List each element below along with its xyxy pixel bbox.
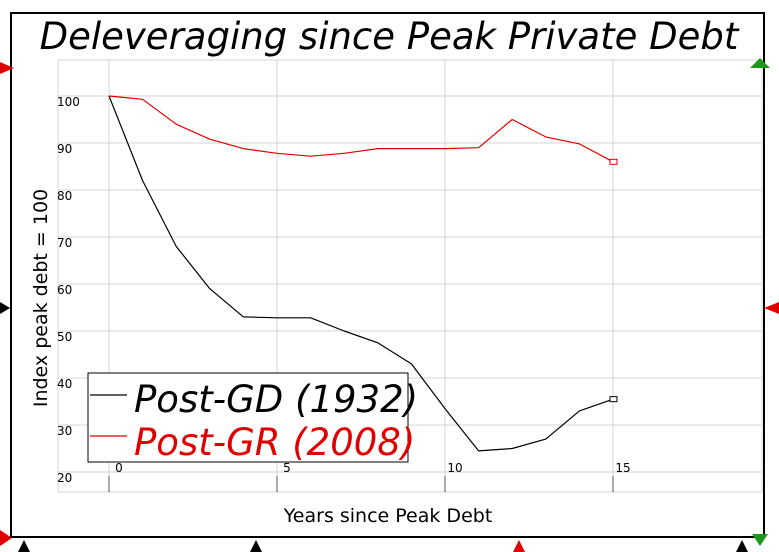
marker-left-mid	[0, 302, 10, 314]
tick-labels: 20 30 40 50 60 70 80 90 100 0 5 10 15	[57, 95, 631, 492]
legend-label-gd: Post-GD (1932)	[134, 378, 418, 421]
y-tick-label: 60	[57, 283, 72, 297]
y-tick-label: 100	[57, 95, 80, 109]
legend-box	[87, 372, 409, 463]
marker-right-mid	[764, 302, 779, 314]
marker-right-top	[750, 58, 770, 68]
edge-markers	[0, 58, 779, 552]
series-lines	[108, 95, 618, 452]
series-end-marker-0	[609, 396, 618, 403]
y-tick-label: 50	[57, 330, 72, 344]
x-axis-label: Years since Peak Debt	[283, 505, 493, 527]
chart-title: Deleveraging since Peak Private Debt	[40, 15, 740, 58]
marker-bottom-left	[0, 530, 12, 546]
legend: Post-GD (1932) Post-GR (2008)	[87, 372, 418, 464]
marker-bottom-2	[250, 540, 262, 552]
y-tick-label: 90	[57, 142, 72, 156]
x-tick-label: 5	[283, 461, 291, 475]
marker-bottom-3	[513, 540, 525, 552]
marker-bottom-right	[752, 534, 768, 546]
y-tick-label: 80	[57, 189, 72, 203]
y-tick-label: 30	[57, 424, 72, 438]
x-tick-label: 10	[447, 461, 462, 475]
legend-label-gr: Post-GR (2008)	[134, 421, 415, 464]
series-line-0	[108, 95, 614, 452]
x-tick-label: 15	[615, 461, 630, 475]
marker-bottom-4	[736, 540, 748, 552]
x-tick-label: 0	[115, 461, 123, 475]
y-tick-label: 70	[57, 236, 72, 250]
y-tick-label: 40	[57, 377, 72, 391]
series-line-1	[108, 95, 614, 163]
y-tick-label: 20	[57, 471, 72, 485]
y-axis-label: Index peak debt = 100	[30, 189, 52, 407]
marker-bottom-1	[18, 540, 30, 552]
marker-left-top	[0, 62, 14, 74]
series-end-marker-1	[609, 158, 618, 165]
